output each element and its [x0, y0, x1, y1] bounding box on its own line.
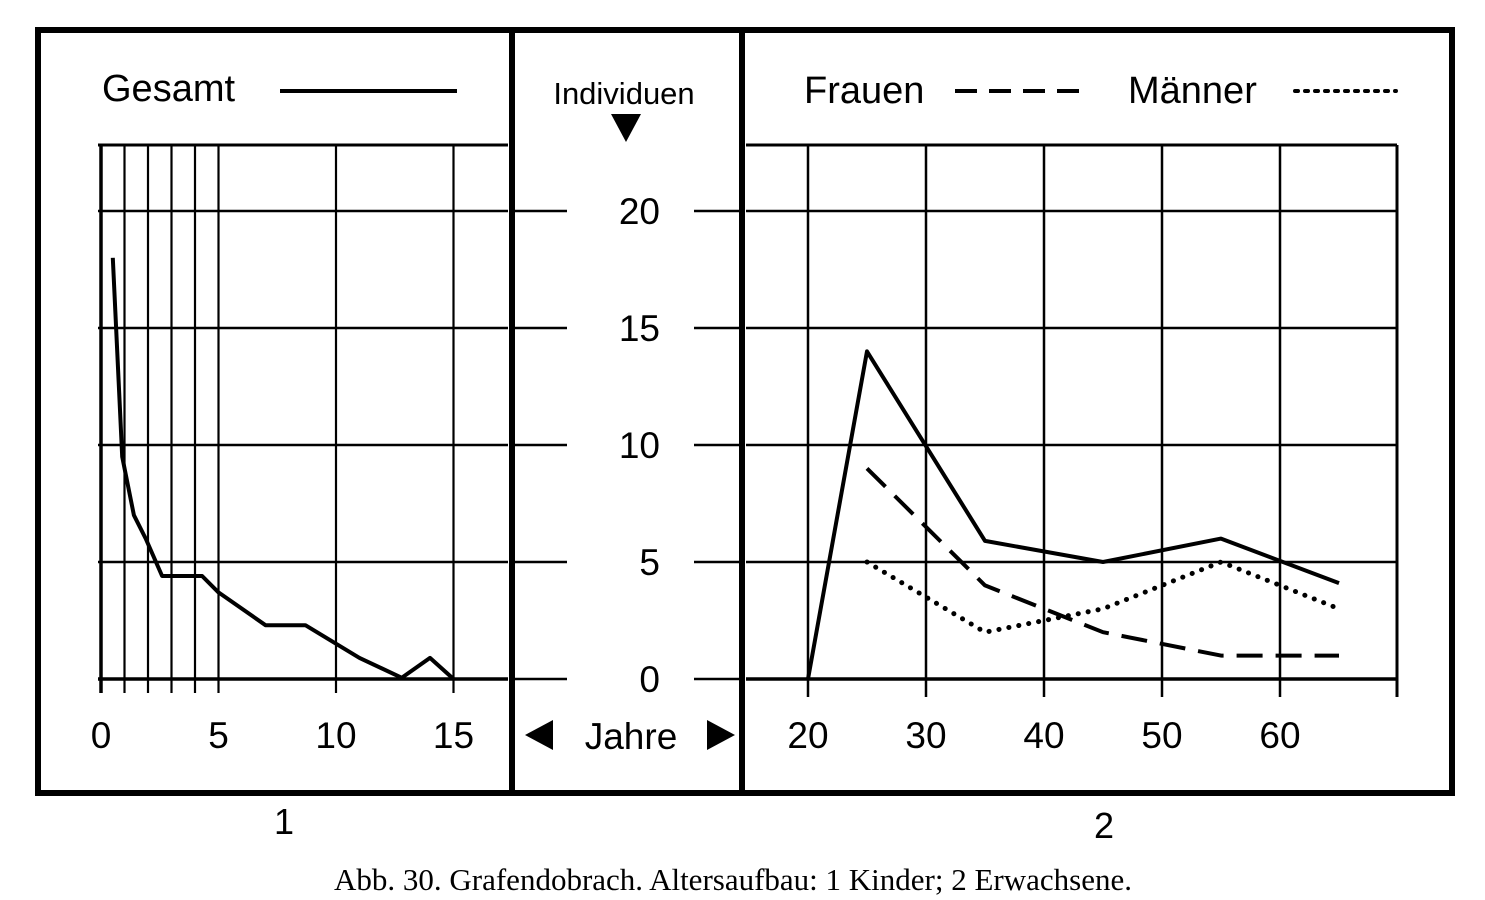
center-y-ticks	[514, 209, 740, 681]
panel1-x-tick-label-5: 5	[208, 715, 229, 756]
panel1-x-tick-label-15: 15	[433, 715, 474, 756]
y-axis-down-arrow-icon	[611, 114, 641, 142]
panel1-label: 1	[274, 801, 294, 842]
panel2-x-tick-label-20: 20	[787, 715, 828, 756]
panel2-x-tick-label-50: 50	[1141, 715, 1182, 756]
legend-maenner-label: Männer	[1128, 70, 1257, 112]
panel2-label: 2	[1094, 805, 1114, 846]
y-tick-label-15: 15	[619, 308, 660, 349]
panel1-x-tick-label-0: 0	[91, 715, 112, 756]
x-axis-title: Jahre	[585, 716, 678, 757]
panel2-x-tick-label-30: 30	[905, 715, 946, 756]
panel2-series-maenner	[864, 559, 1342, 635]
panel1-series	[110, 257, 455, 681]
figure-caption: Abb. 30. Grafendobrach. Altersaufbau: 1 …	[334, 862, 1132, 897]
y-tick-labels: 0 5 10 15 20	[619, 191, 660, 700]
panel2-x-tick-label-40: 40	[1023, 715, 1064, 756]
y-tick-label-5: 5	[639, 542, 660, 583]
panel1-series-gesamt	[110, 257, 455, 681]
panel2-series-gesamt	[806, 349, 1340, 680]
x-axis-left-arrow-icon	[525, 720, 553, 750]
panel2-series	[806, 349, 1342, 680]
panel1-grid	[98, 143, 508, 693]
panel1-x-tick-labels: 0 5 10 15	[91, 715, 474, 756]
panel2-grid	[746, 143, 1399, 697]
panel2-series-frauen	[865, 466, 1339, 658]
y-tick-label-10: 10	[619, 425, 660, 466]
legend-gesamt-label: Gesamt	[102, 68, 235, 110]
y-tick-label-20: 20	[619, 191, 660, 232]
panel2-x-tick-label-60: 60	[1259, 715, 1300, 756]
panel1-x-tick-label-10: 10	[315, 715, 356, 756]
y-tick-label-0: 0	[639, 659, 660, 700]
x-axis-right-arrow-icon	[707, 720, 735, 750]
panel2-x-tick-labels: 20 30 40 50 60	[787, 715, 1300, 756]
y-axis-title: Individuen	[553, 76, 694, 111]
legend-frauen-label: Frauen	[804, 70, 924, 112]
